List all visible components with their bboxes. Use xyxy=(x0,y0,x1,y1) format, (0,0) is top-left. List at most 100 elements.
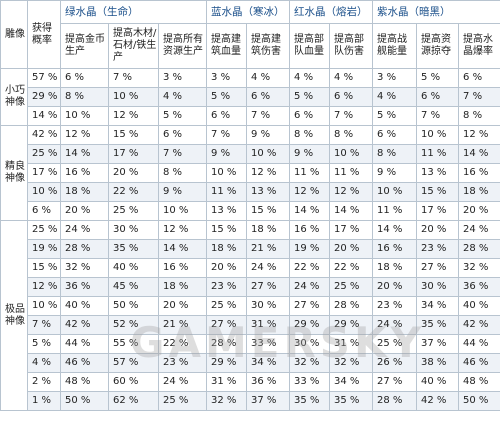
table-row: 极品神像 25 % 24 % 30 % 12 % 15 % 18 % 16 % 17 % 14 %… xyxy=(0,220,500,411)
value-cell: 18 % xyxy=(246,220,291,240)
section-name: 精良神像 xyxy=(0,125,28,221)
value-cell: 5 % xyxy=(289,87,331,107)
value-cell: 7 % xyxy=(458,87,500,107)
value-cell: 18 % xyxy=(157,277,208,297)
probability-cell: 42 % xyxy=(27,125,61,145)
probability-cell: 2 % xyxy=(27,372,61,392)
value-cell: 23 % xyxy=(206,277,248,297)
header-group: 蓝水晶（寒冰） xyxy=(206,0,291,24)
value-cell: 16 % xyxy=(60,163,109,183)
header-column: 提高建筑伤害 xyxy=(246,23,291,69)
table-row: 2 % 48 % 60 % 24 % 31 % 36 % 33 % 34 % 27 % 40 % 4… xyxy=(1,372,500,392)
value-cell: 17 % xyxy=(416,201,460,221)
value-cell: 6 % xyxy=(206,106,248,126)
header-column: 提高部队伤害 xyxy=(329,23,374,69)
value-cell: 32 % xyxy=(289,353,331,373)
value-cell: 37 % xyxy=(416,334,460,354)
value-cell: 14 % xyxy=(289,201,331,221)
value-cell: 12 % xyxy=(289,182,331,202)
value-cell: 18 % xyxy=(206,239,248,259)
probability-cell: 19 % xyxy=(27,239,61,259)
value-cell: 22 % xyxy=(289,258,331,278)
value-cell: 7 % xyxy=(108,68,159,88)
value-cell: 26 % xyxy=(372,353,418,373)
value-cell: 24 % xyxy=(458,220,500,240)
value-cell: 28 % xyxy=(60,239,109,259)
value-cell: 13 % xyxy=(206,201,248,221)
value-cell: 7 % xyxy=(329,106,374,126)
header-column: 提高建筑血量 xyxy=(206,23,248,69)
value-cell: 7 % xyxy=(206,125,248,145)
probability-cell: 10 % xyxy=(27,296,61,316)
value-cell: 12 % xyxy=(108,106,159,126)
table-row: 4 % 46 % 57 % 23 % 29 % 34 % 32 % 32 % 26 % 38 % 4… xyxy=(1,353,500,373)
value-cell: 10 % xyxy=(206,163,248,183)
probability-cell: 10 % xyxy=(27,182,61,202)
value-cell: 22 % xyxy=(329,258,374,278)
value-cell: 46 % xyxy=(60,353,109,373)
probability-cell: 6 % xyxy=(27,201,61,221)
value-cell: 4 % xyxy=(329,68,374,88)
section-name: 极品神像 xyxy=(0,220,28,411)
value-cell: 27 % xyxy=(372,372,418,392)
value-cell: 20 % xyxy=(60,201,109,221)
value-cell: 5 % xyxy=(206,87,248,107)
probability-cell: 1 % xyxy=(27,391,61,411)
value-cell: 11 % xyxy=(416,144,460,164)
value-cell: 7 % xyxy=(416,106,460,126)
value-cell: 32 % xyxy=(60,258,109,278)
value-cell: 23 % xyxy=(372,296,418,316)
section-name: 小巧神像 xyxy=(0,68,28,126)
value-cell: 20 % xyxy=(206,258,248,278)
value-cell: 16 % xyxy=(289,220,331,240)
probability-cell: 5 % xyxy=(27,334,61,354)
value-cell: 25 % xyxy=(329,277,374,297)
value-cell: 21 % xyxy=(157,315,208,335)
value-cell: 6 % xyxy=(157,125,208,145)
value-cell: 19 % xyxy=(289,239,331,259)
value-cell: 29 % xyxy=(289,315,331,335)
value-cell: 31 % xyxy=(246,315,291,335)
value-cell: 27 % xyxy=(289,296,331,316)
value-cell: 10 % xyxy=(416,125,460,145)
value-cell: 40 % xyxy=(60,296,109,316)
value-cell: 42 % xyxy=(416,391,460,411)
value-cell: 8 % xyxy=(458,106,500,126)
value-cell: 35 % xyxy=(289,391,331,411)
value-cell: 15 % xyxy=(206,220,248,240)
value-cell: 40 % xyxy=(108,258,159,278)
probability-cell: 25 % xyxy=(27,144,61,164)
value-cell: 12 % xyxy=(157,220,208,240)
value-cell: 6 % xyxy=(458,68,500,88)
value-cell: 8 % xyxy=(157,163,208,183)
value-cell: 4 % xyxy=(157,87,208,107)
value-cell: 62 % xyxy=(108,391,159,411)
value-cell: 6 % xyxy=(416,87,460,107)
value-cell: 37 % xyxy=(246,391,291,411)
value-cell: 4 % xyxy=(246,68,291,88)
value-cell: 11 % xyxy=(372,201,418,221)
value-cell: 20 % xyxy=(372,277,418,297)
value-cell: 20 % xyxy=(416,220,460,240)
table-row: 7 % 42 % 52 % 21 % 27 % 31 % 29 % 29 % 24 % 35 % 4… xyxy=(1,315,500,335)
table-row: 1 % 50 % 62 % 25 % 32 % 37 % 35 % 35 % 28 % 42 % 5… xyxy=(1,391,500,411)
value-cell: 36 % xyxy=(246,372,291,392)
value-cell: 35 % xyxy=(329,391,374,411)
value-cell: 22 % xyxy=(108,182,159,202)
table-row: 19 % 28 % 35 % 14 % 18 % 21 % 19 % 20 % 16 % 23 %… xyxy=(1,239,500,259)
value-cell: 5 % xyxy=(416,68,460,88)
value-cell: 9 % xyxy=(157,182,208,202)
value-cell: 6 % xyxy=(372,125,418,145)
value-cell: 29 % xyxy=(206,353,248,373)
probability-cell: 25 % xyxy=(27,220,61,240)
value-cell: 16 % xyxy=(458,163,500,183)
probability-cell: 4 % xyxy=(27,353,61,373)
value-cell: 20 % xyxy=(329,239,374,259)
value-cell: 36 % xyxy=(60,277,109,297)
probability-cell: 15 % xyxy=(27,258,61,278)
value-cell: 27 % xyxy=(246,277,291,297)
table-row: 10 % 40 % 50 % 20 % 25 % 30 % 27 % 28 % 23 % 34 %… xyxy=(1,296,500,316)
value-cell: 20 % xyxy=(458,201,500,221)
